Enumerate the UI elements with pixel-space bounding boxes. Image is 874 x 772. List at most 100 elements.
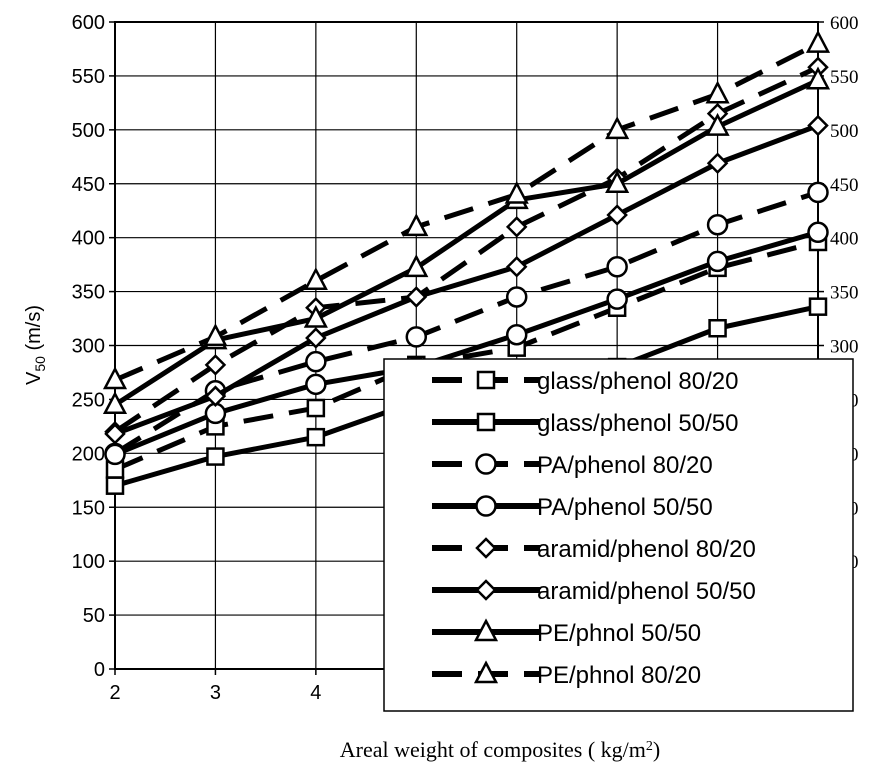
y-tick-label-right: 450 — [830, 175, 859, 196]
data-point-diamond — [505, 216, 528, 238]
data-point-triangle — [303, 267, 328, 291]
legend-marker-triangle — [473, 660, 499, 684]
series-line — [114, 239, 819, 472]
legend-marker-circle — [475, 495, 497, 517]
y-axis-label-unit: (m/s) — [23, 305, 45, 356]
y-tick-label-left: 150 — [72, 497, 105, 519]
data-point-triangle — [504, 180, 529, 204]
data-point-triangle — [605, 170, 630, 193]
data-point-circle — [104, 443, 126, 466]
data-point-square — [708, 318, 727, 338]
series-line — [113, 77, 820, 407]
data-point-circle — [305, 373, 327, 396]
data-point-triangle — [303, 304, 328, 328]
legend-label: PA/phenol 80/20 — [537, 452, 713, 479]
x-tick-label: 4 — [310, 682, 321, 704]
data-point-square — [306, 427, 326, 447]
series-triangle-dashed — [102, 29, 831, 390]
y-tick-label-left: 250 — [72, 389, 105, 411]
data-point-triangle — [705, 80, 730, 104]
legend-label: PE/phnol 50/50 — [537, 620, 701, 647]
legend-label: PA/phenol 50/50 — [537, 494, 713, 521]
data-point-triangle — [705, 112, 730, 136]
y-tick-label-left: 450 — [72, 174, 105, 196]
y-tick-label-left: 100 — [72, 551, 105, 573]
y-axis-left-ticks: 0 50 100 150 200 250 300 350 400 450 500 550 600 — [72, 12, 115, 681]
y-tick-label-right: 600 — [830, 13, 859, 34]
data-point-triangle — [102, 366, 128, 390]
data-point-diamond — [505, 256, 528, 278]
y-tick-label-right: 300 — [830, 337, 859, 358]
data-point-square — [808, 297, 828, 316]
y-tick-label-right: 400 — [830, 229, 859, 250]
legend-label: glass/phenol 50/50 — [537, 410, 739, 437]
data-point-triangle — [203, 323, 228, 347]
legend-marker-square — [476, 412, 496, 432]
y-tick-label-left: 50 — [83, 605, 105, 627]
data-point-circle — [606, 288, 628, 310]
x-axis-label-text: Areal weight of composites ( kg/m — [340, 737, 646, 762]
x-axis-label-superscript: 2 — [646, 739, 653, 754]
data-point-circle — [405, 326, 428, 348]
series-line — [114, 123, 819, 437]
y-tick-label-right: 550 — [830, 67, 859, 88]
legend-marker-circle — [475, 453, 497, 475]
legend-items: glass/phenol 80/20 glass/phenol 50/50 PA/p… — [432, 368, 756, 689]
y-axis-label-subscript: 50 — [32, 356, 48, 372]
data-point-circle — [606, 256, 628, 278]
legend-label: PE/phnol 80/20 — [537, 662, 701, 689]
data-point-triangle — [805, 29, 831, 53]
data-point-diamond — [606, 204, 628, 226]
data-point-circle — [807, 181, 829, 204]
legend-label: aramid/phenol 80/20 — [537, 536, 756, 563]
data-point-circle — [505, 286, 528, 308]
data-point-diamond — [405, 286, 428, 308]
y-tick-label-left: 350 — [72, 282, 105, 304]
data-point-circle — [807, 221, 829, 244]
data-point-diamond — [305, 327, 327, 349]
data-point-triangle — [404, 254, 429, 278]
legend-marker-diamond — [475, 537, 497, 559]
data-point-diamond — [204, 385, 227, 407]
data-point-diamond — [807, 114, 829, 137]
y-tick-label-left: 0 — [94, 659, 105, 681]
legend-box — [383, 358, 854, 712]
y-tick-label-left: 550 — [72, 66, 105, 88]
legend-marker-diamond — [475, 579, 497, 601]
data-point-square — [306, 398, 326, 418]
x-tick-label: 3 — [210, 682, 221, 704]
y-axis-label: V50 (m/s) — [23, 305, 48, 385]
x-axis-label-end: ) — [653, 737, 660, 762]
data-point-diamond — [706, 152, 729, 175]
series-line — [114, 41, 820, 383]
legend: glass/phenol 80/20 glass/phenol 50/50 PA/p… — [383, 358, 854, 712]
legend-marker-square — [476, 370, 496, 390]
y-tick-label-right: 350 — [830, 283, 859, 304]
series-line — [114, 229, 819, 457]
y-tick-label-left: 500 — [72, 120, 105, 142]
legend-marker-triangle — [473, 618, 499, 642]
series-triangle-solid — [102, 66, 831, 415]
data-point-triangle — [805, 66, 831, 90]
y-tick-label-left: 600 — [72, 12, 105, 34]
data-point-triangle — [404, 213, 429, 237]
series-line — [113, 189, 819, 456]
data-point-triangle — [102, 391, 128, 415]
data-point-circle — [305, 350, 327, 373]
data-point-circle — [505, 323, 528, 346]
series-diamond-solid — [104, 114, 829, 445]
y-tick-label-left: 300 — [72, 336, 105, 358]
series-line — [113, 65, 820, 434]
y-tick-label-left: 200 — [72, 443, 105, 465]
data-point-square — [105, 476, 125, 495]
x-tick-label: 2 — [109, 682, 120, 704]
data-point-diamond — [104, 423, 126, 445]
legend-label: aramid/phenol 50/50 — [537, 578, 756, 605]
data-point-triangle — [605, 116, 630, 140]
y-axis-label-main: V — [23, 371, 45, 385]
data-point-square — [206, 447, 225, 466]
data-point-circle — [706, 213, 729, 236]
y-tick-label-left: 400 — [72, 228, 105, 250]
y-tick-label-right: 500 — [830, 121, 859, 142]
